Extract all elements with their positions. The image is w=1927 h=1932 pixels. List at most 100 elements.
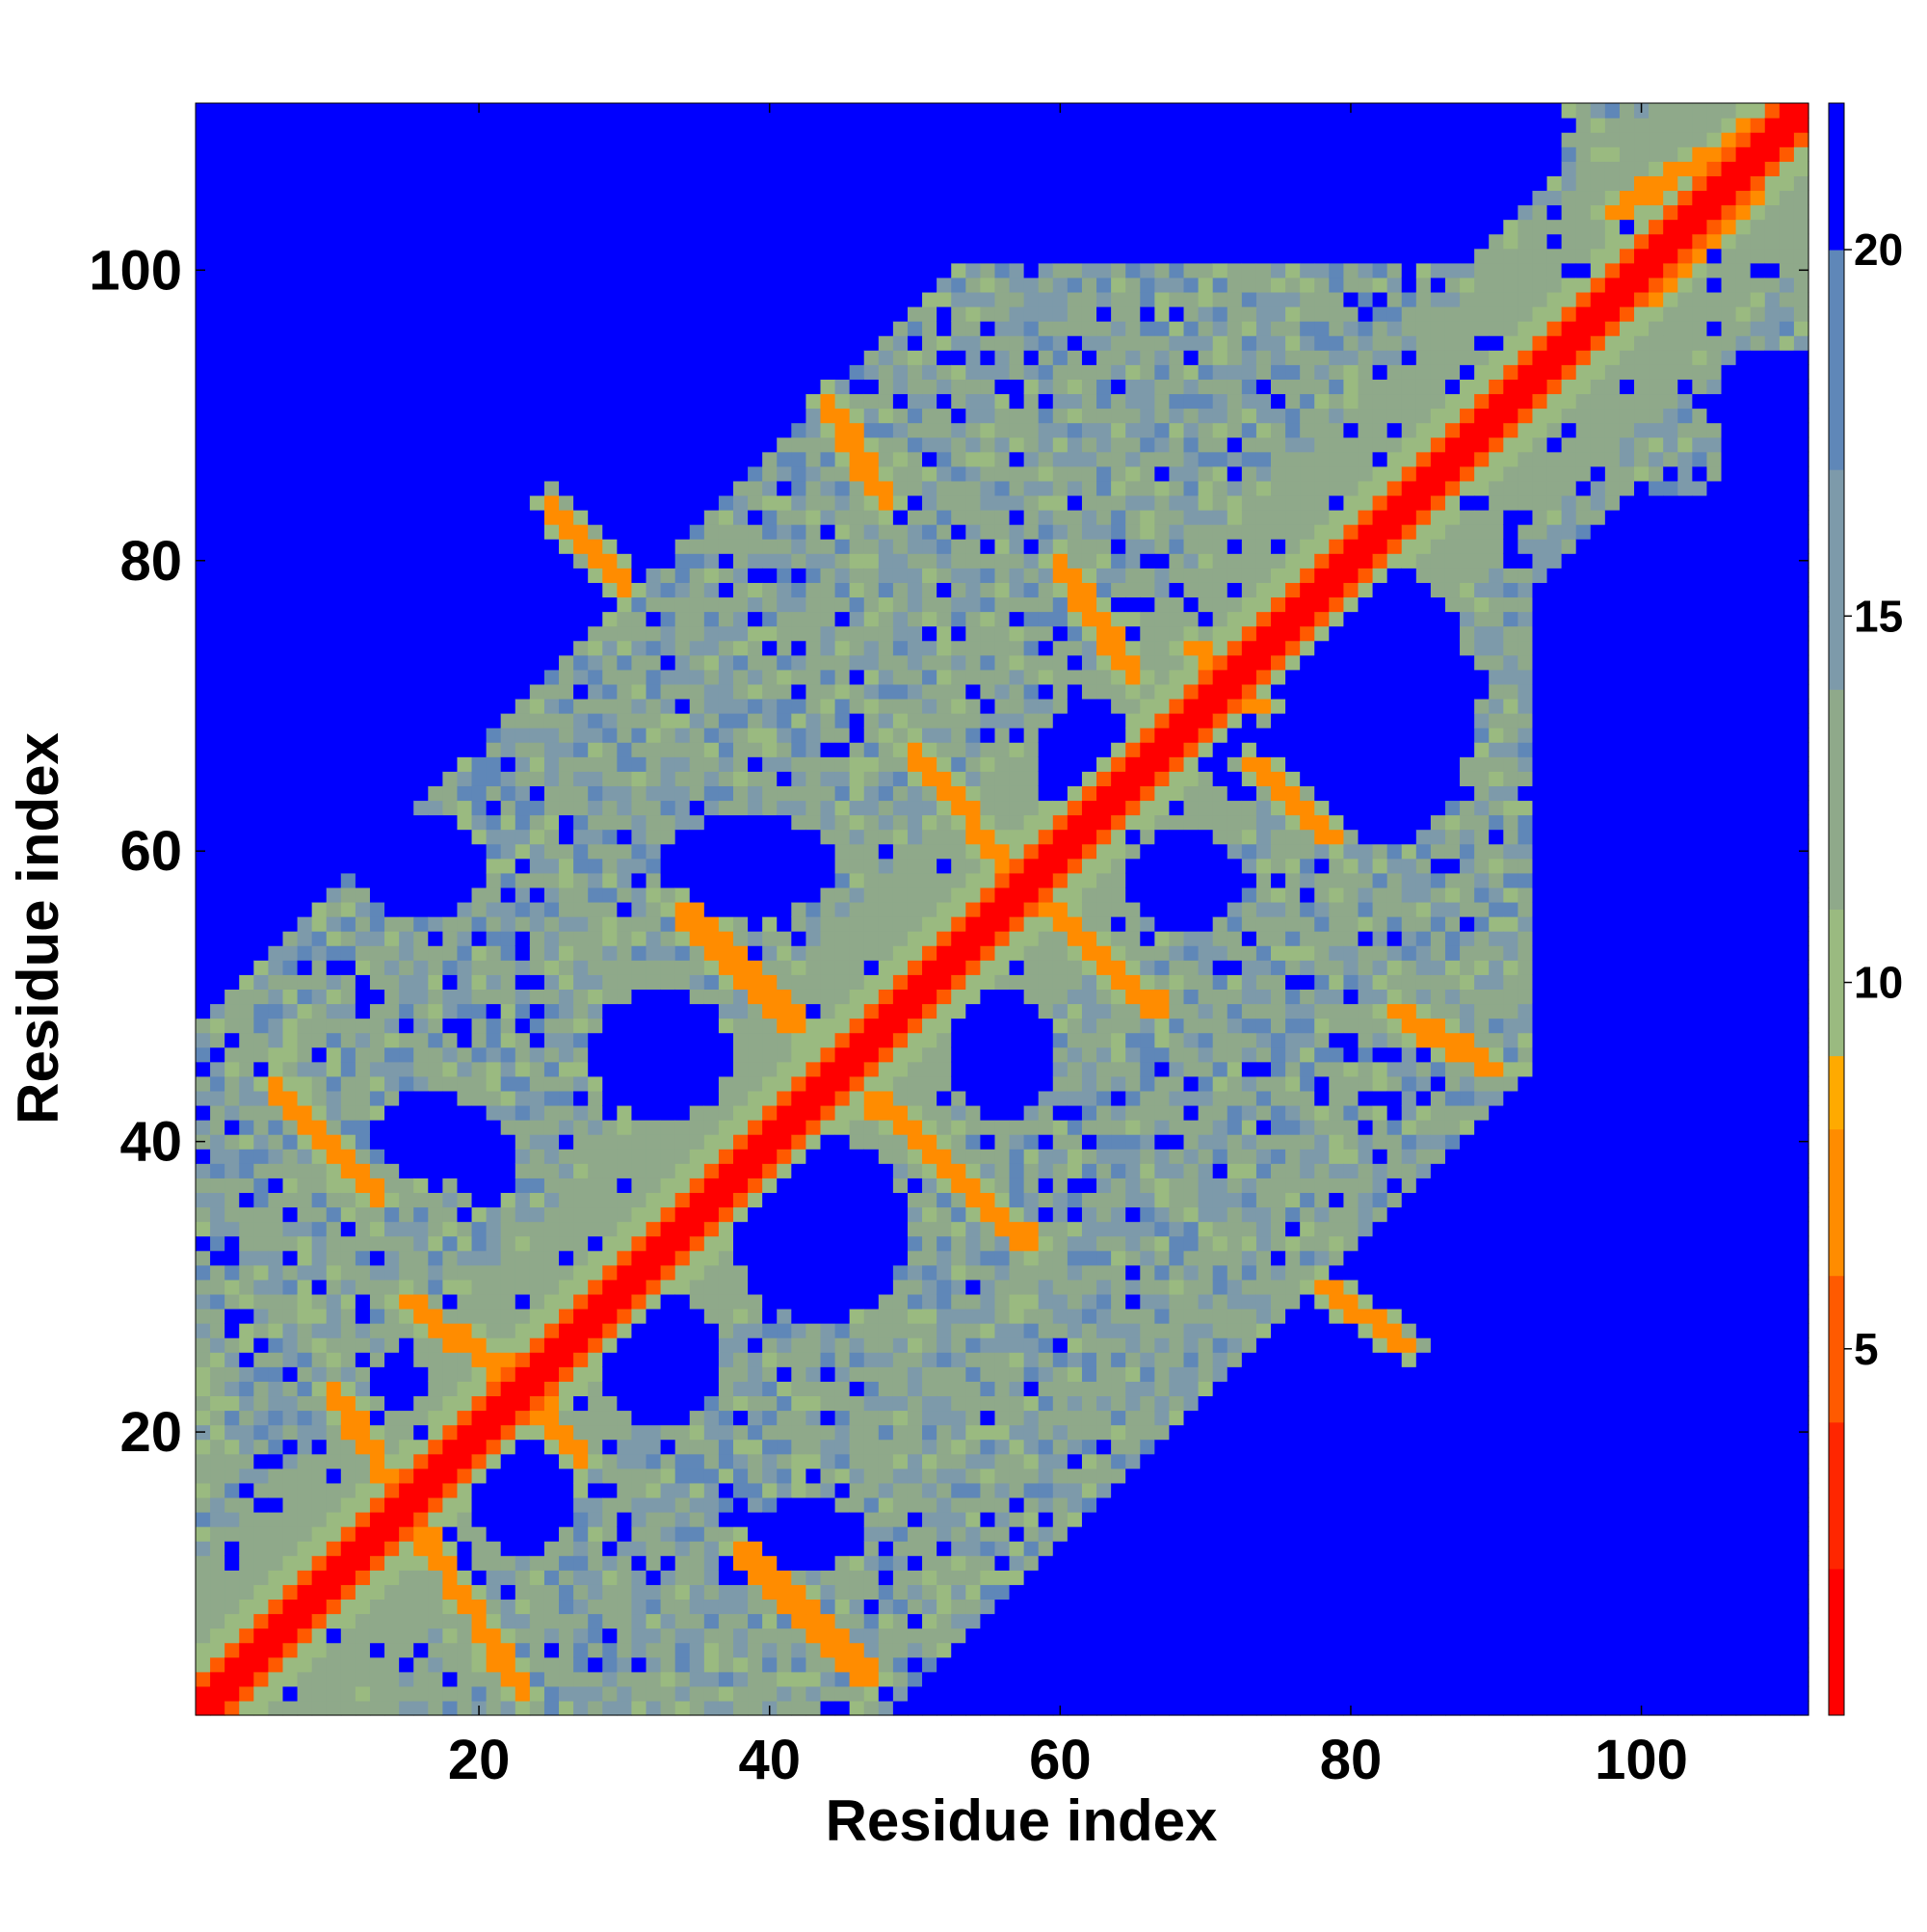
heatmap-cell — [820, 524, 836, 540]
heatmap-cell — [268, 233, 284, 250]
heatmap-cell — [268, 887, 284, 903]
heatmap-cell — [791, 728, 806, 743]
heatmap-cell — [457, 742, 473, 757]
heatmap-cell — [196, 785, 211, 802]
heatmap-cell — [703, 553, 720, 569]
heatmap-cell — [384, 1032, 400, 1048]
heatmap-cell — [805, 1352, 822, 1367]
heatmap-cell — [529, 1541, 545, 1556]
heatmap-cell — [486, 379, 502, 395]
heatmap-cell — [471, 233, 488, 250]
heatmap-cell — [457, 510, 473, 525]
heatmap-cell — [297, 219, 313, 235]
heatmap-cell — [718, 625, 734, 642]
heatmap-cell — [791, 118, 806, 133]
heatmap-cell — [253, 974, 269, 990]
heatmap-cell — [500, 465, 516, 482]
heatmap-cell — [413, 1496, 429, 1513]
heatmap-cell — [602, 1526, 618, 1542]
heatmap-cell — [355, 480, 371, 496]
heatmap-cell — [762, 713, 778, 728]
heatmap-cell — [369, 1061, 385, 1077]
heatmap-cell — [660, 1120, 676, 1135]
heatmap-cell — [311, 379, 328, 395]
heatmap-cell — [210, 451, 225, 467]
heatmap-cell — [297, 1526, 313, 1542]
heatmap-cell — [486, 1018, 502, 1034]
heatmap-cell — [442, 1541, 459, 1556]
heatmap-cell — [805, 335, 822, 351]
heatmap-cell — [355, 582, 371, 598]
heatmap-cell — [282, 1541, 299, 1556]
heatmap-cell — [834, 1395, 851, 1412]
heatmap-cell — [820, 1439, 836, 1455]
heatmap-cell — [399, 437, 414, 453]
heatmap-cell — [297, 1046, 313, 1063]
heatmap-cell — [282, 175, 299, 192]
heatmap-cell — [500, 901, 516, 917]
heatmap-cell — [384, 219, 400, 235]
heatmap-cell — [399, 494, 414, 511]
heatmap-cell — [748, 1120, 763, 1135]
heatmap-cell — [689, 1541, 705, 1556]
heatmap-cell — [399, 335, 414, 351]
heatmap-cell — [515, 321, 531, 336]
heatmap-cell — [486, 1511, 502, 1527]
heatmap-cell — [196, 1599, 211, 1615]
heatmap-cell — [369, 1410, 385, 1426]
heatmap-cell — [733, 916, 749, 932]
heatmap-cell — [253, 190, 269, 206]
heatmap-cell — [529, 1395, 545, 1412]
heatmap-cell — [559, 350, 574, 365]
heatmap-cell — [384, 350, 400, 365]
heatmap-cell — [282, 118, 299, 133]
heatmap-cell — [268, 553, 284, 569]
heatmap-cell — [282, 553, 299, 569]
heatmap-cell — [500, 321, 516, 336]
heatmap-cell — [559, 1482, 574, 1498]
heatmap-cell — [791, 524, 806, 540]
heatmap-cell — [384, 1149, 400, 1164]
heatmap-cell — [733, 582, 749, 598]
heatmap-cell — [340, 1685, 356, 1702]
heatmap-cell — [340, 1163, 356, 1178]
heatmap-cell — [413, 756, 429, 772]
heatmap-cell — [224, 756, 240, 772]
heatmap-cell — [674, 698, 691, 714]
heatmap-cell — [646, 1685, 662, 1702]
heatmap-cell — [631, 1613, 647, 1629]
heatmap-cell — [631, 1134, 647, 1150]
heatmap-cell — [748, 248, 763, 264]
heatmap-cell — [602, 974, 618, 990]
heatmap-cell — [428, 408, 443, 424]
heatmap-cell — [268, 814, 284, 831]
heatmap-cell — [617, 1584, 633, 1601]
heatmap-cell — [674, 1599, 691, 1615]
heatmap-cell — [210, 814, 225, 831]
heatmap-cell — [602, 175, 618, 192]
heatmap-cell — [762, 1656, 778, 1673]
heatmap-cell — [820, 916, 836, 932]
heatmap-cell — [355, 1410, 371, 1426]
heatmap-cell — [703, 901, 720, 917]
heatmap-cell — [413, 611, 429, 627]
heatmap-cell — [428, 1032, 443, 1048]
heatmap-cell — [486, 408, 502, 424]
heatmap-cell — [515, 1192, 531, 1208]
heatmap-cell — [805, 1337, 822, 1353]
heatmap-cell — [791, 291, 806, 307]
heatmap-cell — [573, 553, 589, 569]
heatmap-cell — [646, 219, 662, 235]
heatmap-cell — [617, 1628, 633, 1644]
heatmap-cell — [703, 277, 720, 293]
heatmap-cell — [457, 1221, 473, 1237]
heatmap-cell — [369, 654, 385, 671]
heatmap-cell — [762, 800, 778, 816]
heatmap-cell — [805, 1178, 822, 1193]
heatmap-cell — [689, 1149, 705, 1164]
heatmap-cell — [588, 901, 603, 917]
heatmap-cell — [326, 1599, 342, 1615]
heatmap-cell — [297, 146, 313, 162]
heatmap-cell — [253, 335, 269, 351]
heatmap-cell — [529, 960, 545, 975]
